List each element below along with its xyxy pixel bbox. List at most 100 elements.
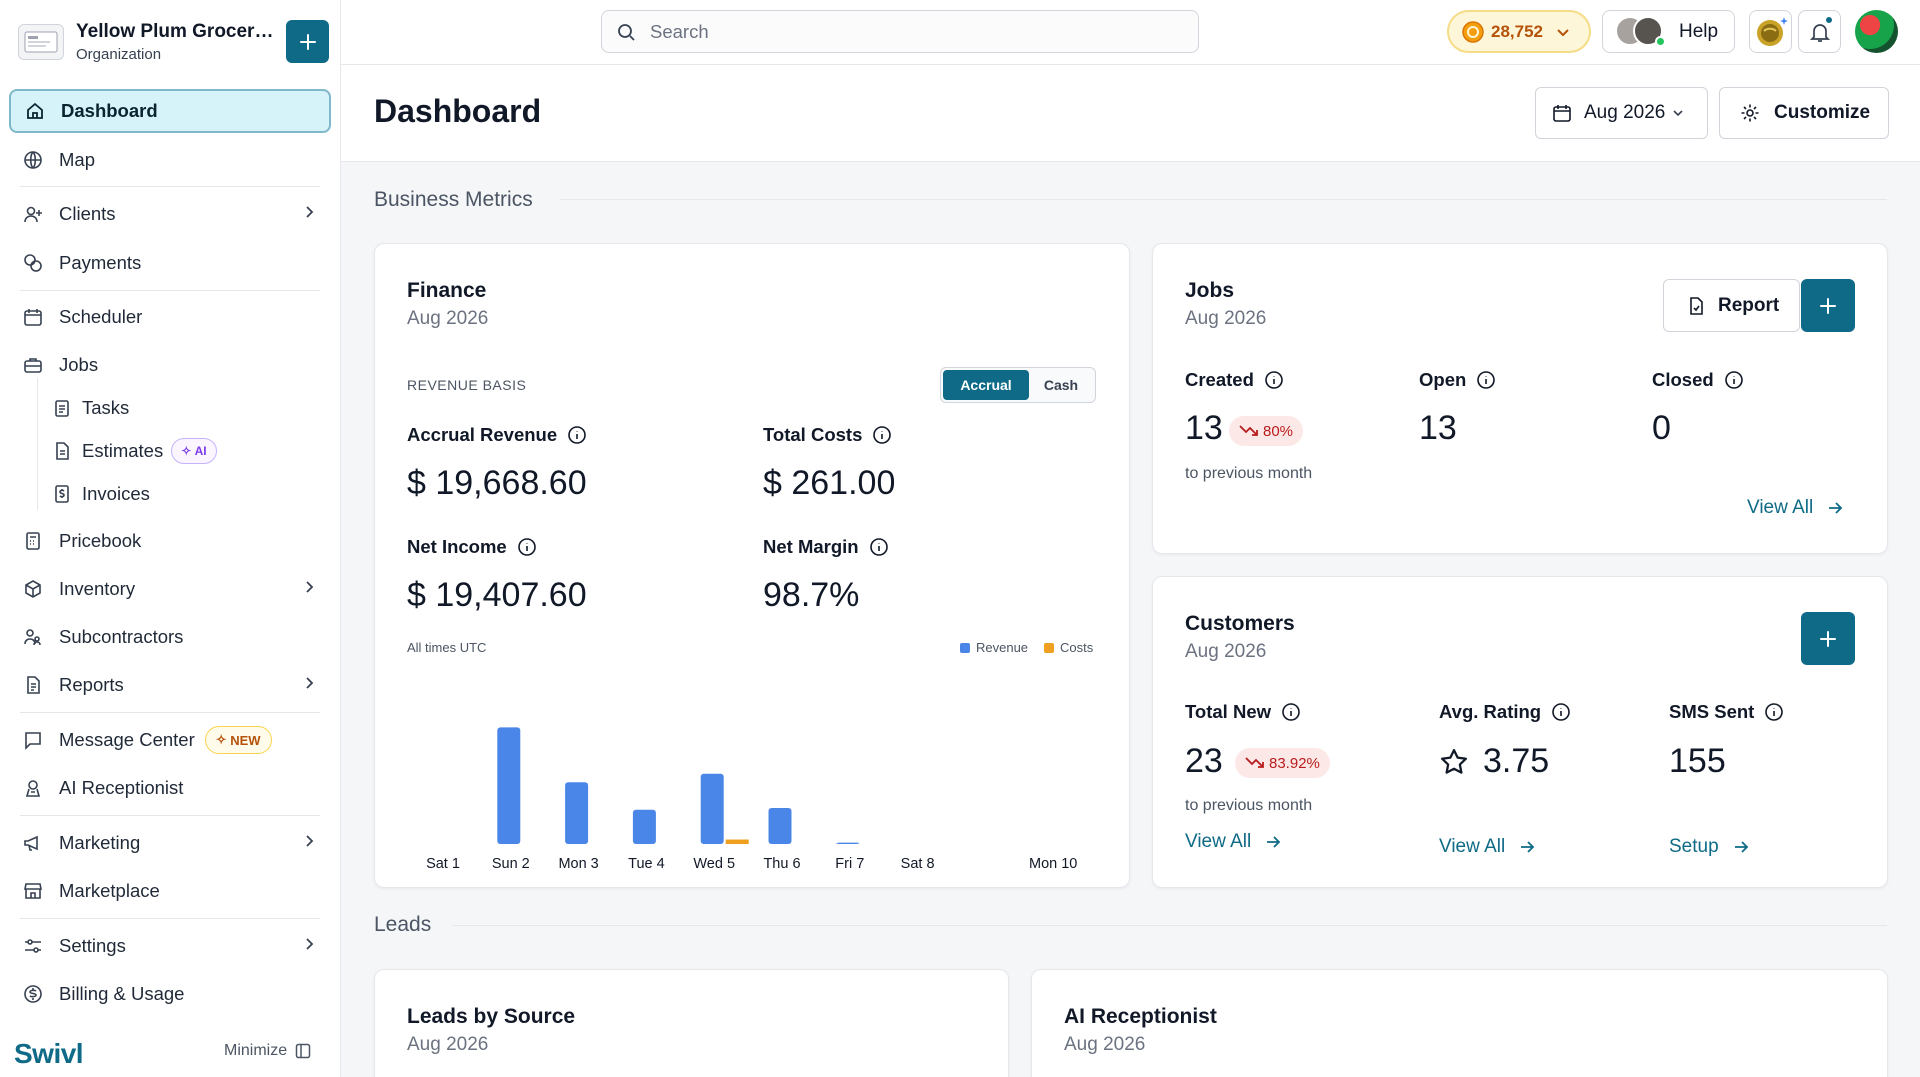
card-title: Finance — [407, 279, 487, 302]
report-label: Report — [1718, 294, 1780, 316]
revenue-bar[interactable] — [768, 808, 792, 844]
customize-button[interactable]: Customize — [1719, 87, 1889, 139]
sidebar-item-tasks[interactable]: Tasks — [52, 390, 129, 426]
sidebar-item-label: Map — [59, 149, 95, 170]
minimize-button[interactable]: Minimize — [224, 1042, 311, 1060]
topbar: 28,752 Help — [341, 0, 1920, 65]
new-badge: ✧ NEW — [204, 726, 272, 754]
toggle-accrual[interactable]: Accrual — [943, 370, 1029, 400]
sidebar-item-map[interactable]: Map — [9, 138, 331, 182]
sidebar-item-marketplace[interactable]: Marketplace — [9, 869, 331, 913]
ai-receptionist-card: AI Receptionist Aug 2026 — [1031, 969, 1888, 1077]
closed-label: Closed — [1652, 369, 1744, 391]
sidebar-item-label: Inventory — [59, 578, 136, 599]
accrual-revenue-value: $ 19,668.60 — [407, 464, 587, 502]
x-tick-label: Mon 10 — [1029, 856, 1077, 872]
avg-rating-value: 3.75 — [1483, 742, 1550, 780]
sidebar-item-label: Scheduler — [59, 306, 143, 327]
org-add-button[interactable] — [286, 20, 329, 63]
sidebar-item-message-center[interactable]: Message Center ✧ NEW — [9, 718, 331, 762]
sidebar-item-inventory[interactable]: Inventory — [9, 567, 331, 611]
chevron-right-icon — [306, 835, 314, 847]
customize-label: Customize — [1774, 102, 1871, 123]
trend-badge: 83.92% — [1235, 748, 1330, 778]
page-title: Dashboard — [374, 93, 542, 129]
revenue-bar[interactable] — [565, 782, 589, 844]
org-switcher[interactable]: Yellow Plum Grocers... Organization — [18, 18, 329, 66]
file-icon — [52, 441, 72, 461]
revenue-bar[interactable] — [700, 773, 724, 844]
revenue-basis-toggle: Accrual Cash — [940, 367, 1096, 403]
total-new-value: 23 — [1185, 742, 1223, 780]
plus-icon — [299, 33, 316, 50]
add-customer-button[interactable] — [1801, 612, 1855, 665]
sidebar-item-marketing[interactable]: Marketing — [9, 821, 331, 865]
sms-setup-link[interactable]: Setup — [1669, 836, 1749, 858]
ai-assistant-button[interactable] — [1749, 10, 1792, 53]
points-balance[interactable]: 28,752 — [1447, 10, 1591, 53]
section-divider — [453, 925, 1887, 926]
revenue-bar[interactable] — [632, 809, 656, 844]
search-input[interactable] — [650, 20, 1150, 43]
sidebar-item-billing[interactable]: Billing & Usage — [9, 972, 331, 1016]
sidebar-item-label: Jobs — [59, 354, 99, 375]
customers-view-all-link[interactable]: View All — [1185, 831, 1281, 853]
sidebar-item-pricebook[interactable]: Pricebook — [9, 519, 331, 563]
sidebar-item-label: Settings — [59, 935, 126, 956]
legend-item-revenue: Revenue — [960, 640, 1028, 655]
x-tick-label: Fri 7 — [835, 856, 864, 872]
bell-icon — [1809, 23, 1830, 42]
month-label: Aug 2026 — [1584, 102, 1666, 123]
info-icon — [1265, 371, 1283, 389]
sidebar-item-ai-receptionist[interactable]: AI Receptionist — [9, 766, 331, 810]
user-plus-icon — [21, 202, 45, 226]
month-picker[interactable]: Aug 2026 — [1535, 87, 1708, 139]
x-tick-label: Sun 2 — [492, 856, 530, 872]
star-icon — [1439, 747, 1469, 777]
revenue-bar[interactable] — [836, 842, 860, 844]
globe-icon — [21, 148, 45, 172]
card-title: Customers — [1185, 612, 1295, 635]
add-job-button[interactable] — [1801, 279, 1855, 332]
sidebar-item-estimates[interactable]: Estimates ✧ AI — [52, 433, 217, 469]
x-tick-label: Tue 4 — [628, 856, 665, 872]
sidebar-item-subcontractors[interactable]: Subcontractors — [9, 615, 331, 659]
user-avatar[interactable] — [1855, 10, 1898, 53]
search-box[interactable] — [601, 10, 1199, 53]
sidebar-toggle-icon — [295, 1043, 311, 1059]
plus-icon — [1820, 630, 1836, 647]
sidebar-item-payments[interactable]: Payments — [9, 241, 331, 285]
sidebar-item-clients[interactable]: Clients — [9, 192, 331, 236]
sidebar-item-jobs[interactable]: Jobs — [9, 343, 331, 387]
sidebar-item-reports[interactable]: Reports — [9, 663, 331, 707]
info-icon — [873, 426, 892, 444]
sidebar-item-scheduler[interactable]: Scheduler — [9, 295, 331, 339]
notifications-button[interactable] — [1798, 10, 1841, 53]
sidebar-item-dashboard[interactable]: Dashboard — [9, 89, 331, 133]
sidebar-item-settings[interactable]: Settings — [9, 924, 331, 968]
page-header: Dashboard Aug 2026 Customize — [341, 65, 1920, 162]
home-icon — [23, 99, 47, 123]
revenue-bar[interactable] — [497, 727, 521, 844]
chevron-down-icon — [1673, 110, 1683, 117]
sidebar: Yellow Plum Grocers... Organization Dash… — [0, 0, 341, 1077]
calendar-icon — [1553, 105, 1571, 122]
costs-bar[interactable] — [725, 839, 749, 844]
sidebar-item-invoices[interactable]: Invoices — [52, 476, 150, 512]
avg-rating-label: Avg. Rating — [1439, 701, 1571, 723]
x-tick-label: Wed 5 — [693, 856, 735, 872]
jobs-view-all-link[interactable]: View All — [1747, 497, 1843, 519]
plus-icon — [1820, 297, 1836, 314]
card-title: Jobs — [1185, 279, 1235, 302]
comparison-note: to previous month — [1185, 465, 1313, 482]
report-button[interactable]: Report — [1663, 279, 1800, 332]
x-tick-label: Thu 6 — [763, 856, 800, 872]
net-income-value: $ 19,407.60 — [407, 576, 587, 614]
chart-timezone-note: All times UTC — [407, 640, 487, 655]
help-button[interactable]: Help — [1602, 10, 1735, 53]
toggle-cash[interactable]: Cash — [1043, 377, 1079, 393]
coin-icon — [1462, 20, 1484, 43]
gear-icon — [1741, 104, 1759, 122]
sidebar-item-label: Payments — [59, 252, 142, 273]
rating-view-all-link[interactable]: View All — [1439, 836, 1535, 858]
